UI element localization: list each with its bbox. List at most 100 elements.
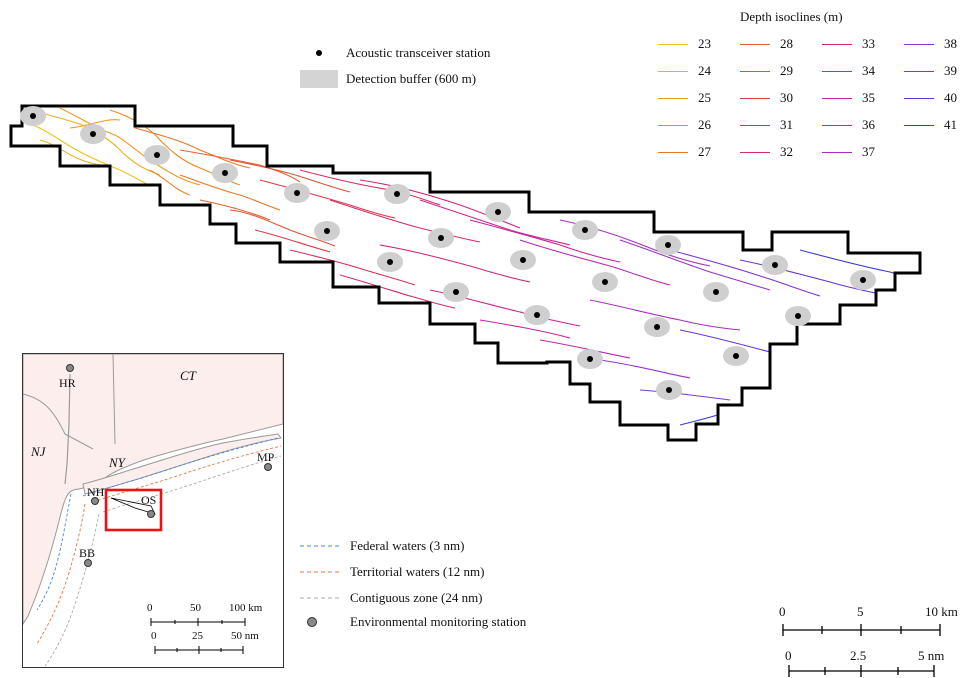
contour-41 xyxy=(679,249,920,426)
inset-label-BB: BB xyxy=(79,546,96,560)
depth-legend-item: 38 xyxy=(904,36,957,52)
station-legend-symbol xyxy=(316,50,322,56)
station xyxy=(644,317,670,337)
inset-state-border xyxy=(23,354,116,450)
inset-label-NH: NH xyxy=(87,485,105,499)
inset-scalebar-nm xyxy=(154,646,244,654)
depth-legend-line xyxy=(822,70,852,72)
depth-legend-item: 26 xyxy=(658,117,711,133)
station xyxy=(144,145,170,165)
depth-legend-item: 39 xyxy=(904,63,957,79)
depth-legend-value: 26 xyxy=(698,117,711,132)
scalebar-nm-5: 5 nm xyxy=(918,648,945,663)
depth-legend-line xyxy=(740,97,770,99)
station xyxy=(762,255,788,275)
inset-contiguous-zone xyxy=(44,455,282,667)
station xyxy=(510,250,536,270)
depth-legend-item: 40 xyxy=(904,90,957,106)
scalebar-nm-0: 0 xyxy=(785,648,792,663)
station xyxy=(577,349,603,369)
depth-legend-item: 32 xyxy=(740,144,793,160)
depth-legend-item: 35 xyxy=(822,90,875,106)
station-NH xyxy=(91,497,99,505)
depth-legend-value: 24 xyxy=(698,63,711,78)
depth-legend-line xyxy=(904,70,934,72)
depth-legend-line xyxy=(740,70,770,72)
station xyxy=(443,282,469,302)
depth-legend-line xyxy=(740,43,770,45)
inset-scalebar-km-0: 0 xyxy=(147,602,153,614)
depth-legend-item: 30 xyxy=(740,90,793,106)
station xyxy=(703,282,729,302)
contour-35 xyxy=(469,219,621,339)
station xyxy=(485,202,511,222)
depth-legend-item: 37 xyxy=(822,144,875,160)
station xyxy=(785,306,811,326)
depth-legend-line xyxy=(822,151,852,153)
depth-legend-value: 36 xyxy=(862,117,875,132)
inset-label-NY: NY xyxy=(109,455,125,470)
scalebar-nm-2-5: 2.5 xyxy=(850,648,867,663)
depth-legend-line xyxy=(904,97,934,99)
depth-legend-line xyxy=(904,124,934,126)
main-scalebar-nm xyxy=(788,665,935,677)
depth-legend-value: 34 xyxy=(862,63,875,78)
station xyxy=(377,252,403,272)
depth-legend-value: 28 xyxy=(780,36,793,51)
depth-legend-item: 34 xyxy=(822,63,875,79)
depth-legend-value: 31 xyxy=(780,117,793,132)
depth-legend-item: 28 xyxy=(740,36,793,52)
station-BB xyxy=(84,559,92,567)
contour-29 xyxy=(229,159,351,247)
station xyxy=(428,228,454,248)
inset-label-HR: HR xyxy=(59,376,76,390)
depth-legend-item: 23 xyxy=(658,36,711,52)
depth-legend-line xyxy=(658,97,688,99)
contour-39 xyxy=(639,249,821,401)
inset-map: CT NJ NY HR MP NH OS BB 0 50 100 km 0 25… xyxy=(22,353,284,668)
buffer-legend-label: Detection buffer (600 m) xyxy=(346,71,477,86)
depth-legend-title: Depth isoclines (m) xyxy=(740,9,843,24)
depth-legend-item: 36 xyxy=(822,117,875,133)
depth-legend-value: 25 xyxy=(698,90,711,105)
depth-legend-item: 33 xyxy=(822,36,875,52)
depth-legend-line xyxy=(740,124,770,126)
station xyxy=(572,220,598,240)
depth-legend-value: 27 xyxy=(698,144,711,159)
station xyxy=(212,163,238,183)
territorial-legend-label: Territorial waters (12 nm) xyxy=(350,564,485,579)
depth-legend-line xyxy=(658,124,688,126)
scalebar-km-5: 5 xyxy=(857,604,864,619)
station xyxy=(20,106,46,126)
station xyxy=(284,183,310,203)
study-area-box xyxy=(104,488,163,532)
contour-28 xyxy=(179,149,301,221)
station xyxy=(524,305,550,325)
contour-38 xyxy=(599,239,771,379)
depth-legend-item: 29 xyxy=(740,63,793,79)
inset-label-OS: OS xyxy=(141,493,157,507)
depth-legend-line xyxy=(658,43,688,45)
depth-legend-item: 41 xyxy=(904,117,957,133)
station-legend-label: Acoustic transceiver station xyxy=(346,45,491,60)
station-OS xyxy=(147,510,155,518)
station xyxy=(384,184,410,204)
depth-legend-line xyxy=(658,70,688,72)
depth-legend-value: 40 xyxy=(944,90,957,105)
depth-legend-value: 39 xyxy=(944,63,957,78)
buffer-legend-symbol xyxy=(300,70,338,88)
contour-32 xyxy=(329,199,481,309)
depth-legend-item: 24 xyxy=(658,63,711,79)
depth-legend-value: 30 xyxy=(780,90,793,105)
depth-legend-value: 23 xyxy=(698,36,711,51)
contour-23 xyxy=(11,117,151,187)
scalebar-km-10: 10 km xyxy=(925,604,958,619)
station xyxy=(850,270,876,290)
station xyxy=(314,221,340,241)
depth-legend-line xyxy=(822,97,852,99)
inset-label-MP: MP xyxy=(257,450,275,464)
station-HR xyxy=(66,364,74,372)
depth-legend-value: 33 xyxy=(862,36,875,51)
inset-label-NJ: NJ xyxy=(31,444,46,459)
